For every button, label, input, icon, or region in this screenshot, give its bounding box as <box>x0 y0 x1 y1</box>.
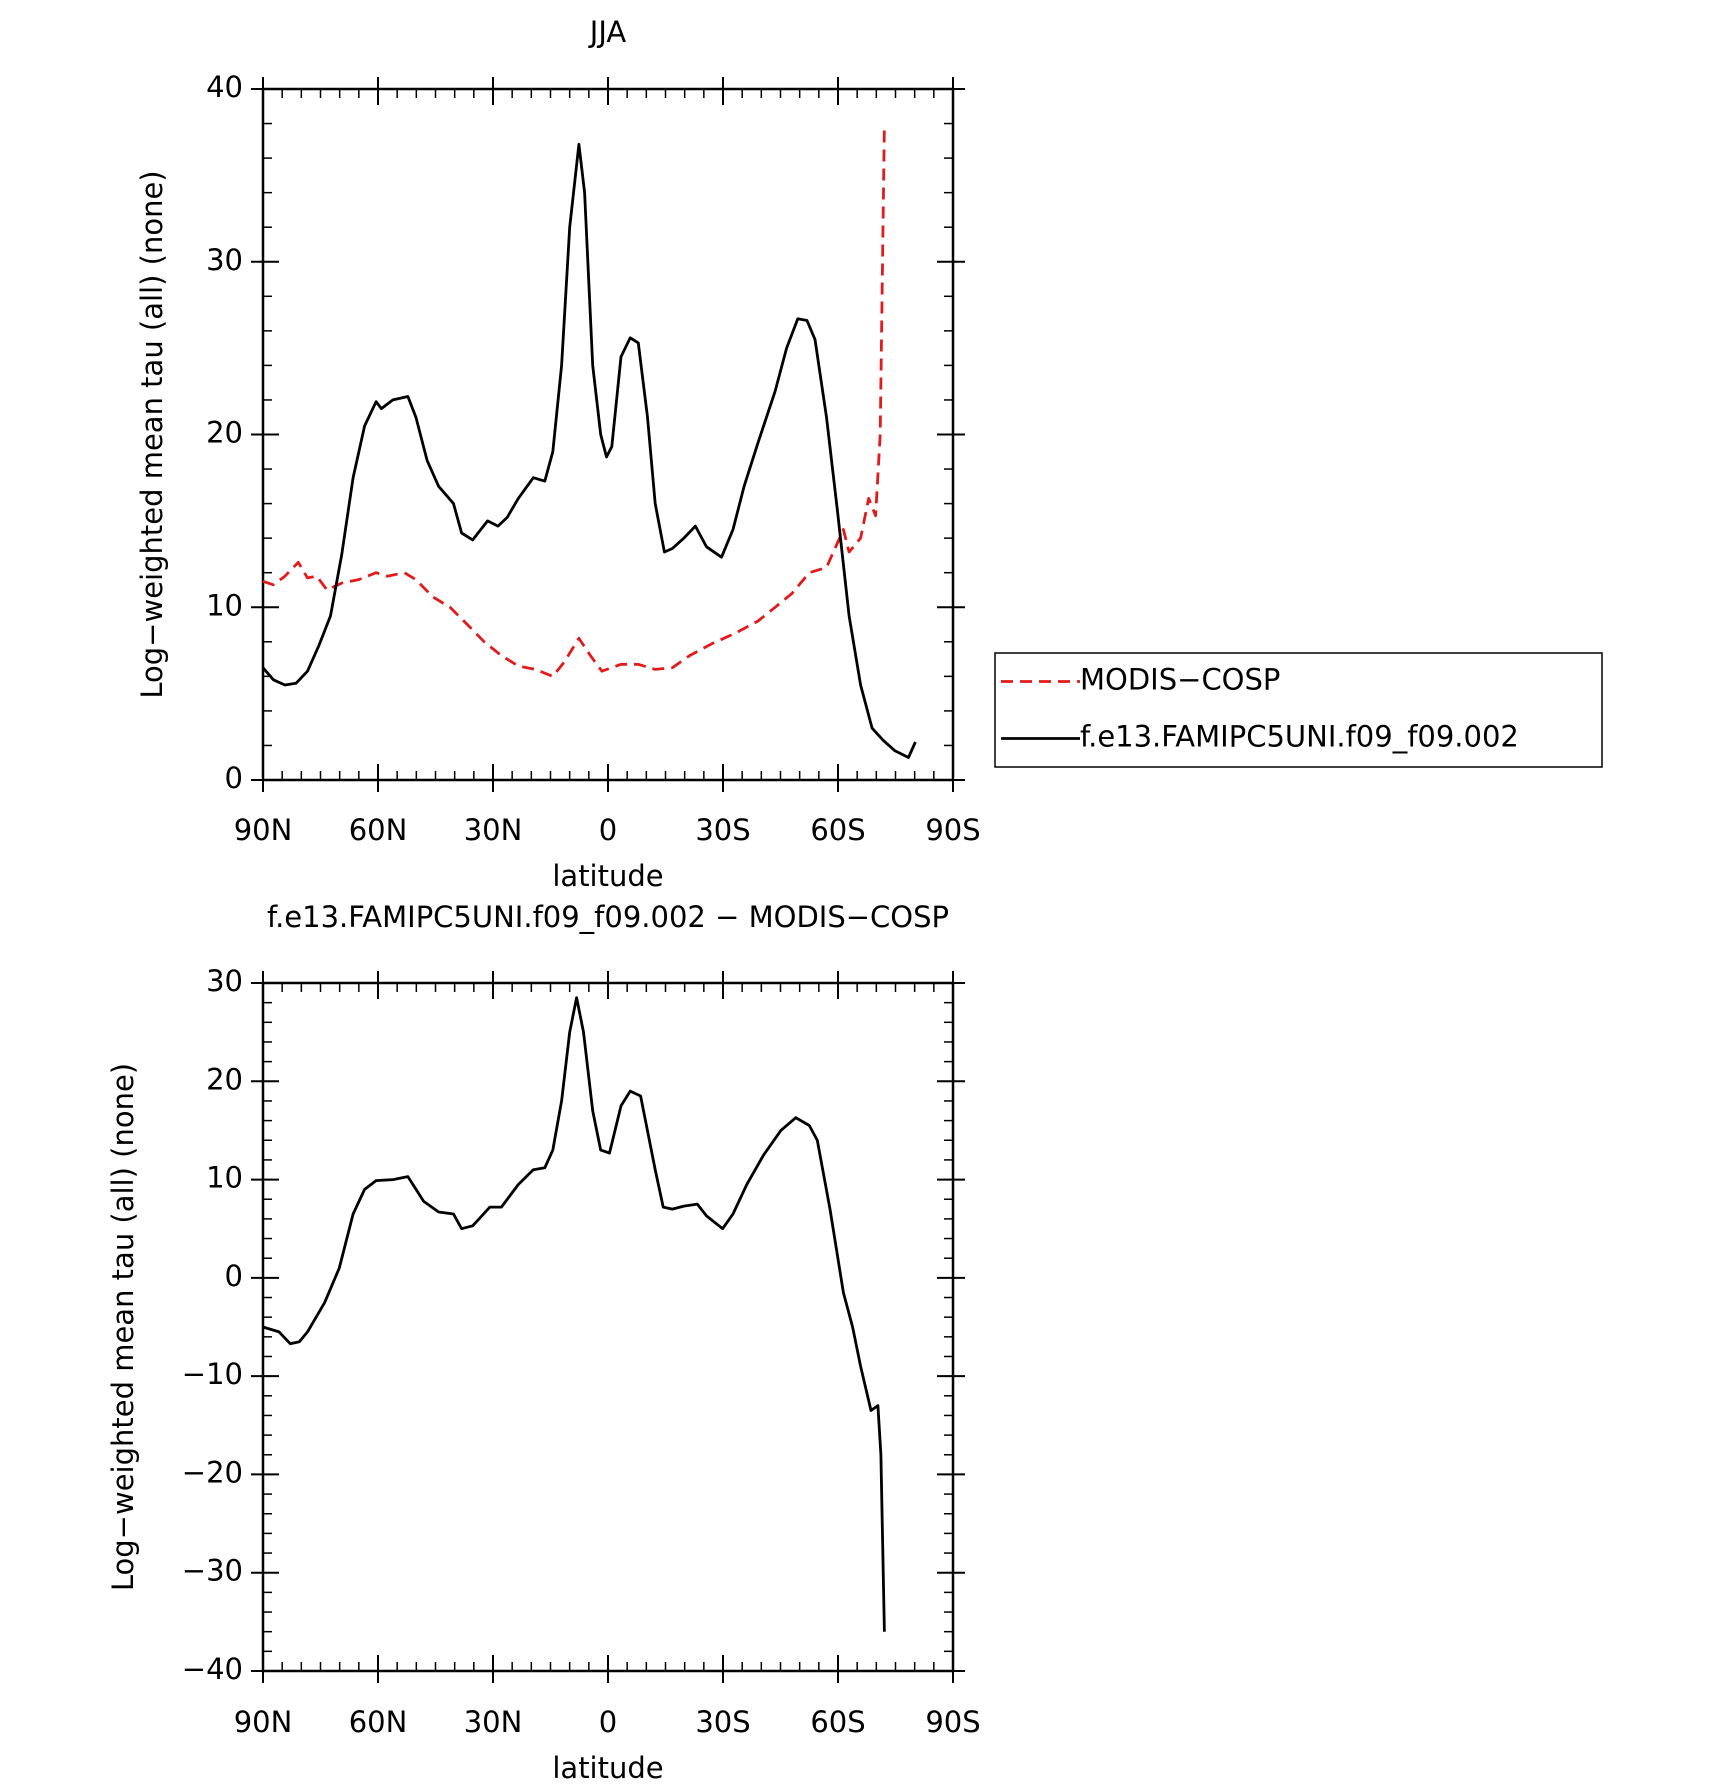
legend-label: f.e13.FAMIPC5UNI.f09_f09.002 <box>1080 720 1519 754</box>
x-tick-label: 0 <box>599 1705 617 1739</box>
y-tick-label: 20 <box>206 1062 243 1096</box>
x-tick-label: 60S <box>810 813 865 847</box>
y-tick-label: 40 <box>206 70 243 104</box>
data-line <box>262 123 886 678</box>
x-tick-label: 30N <box>464 813 523 847</box>
x-axis-label: latitude <box>552 859 663 893</box>
x-tick-label: 90N <box>234 1705 293 1739</box>
legend-box <box>994 652 1603 768</box>
y-tick-label: 0 <box>225 761 243 795</box>
plot-frame <box>261 981 955 1673</box>
chart-title: f.e13.FAMIPC5UNI.f09_f09.002 − MODIS−COS… <box>267 900 949 934</box>
y-axis-label: Log−weighted mean tau (all) (none) <box>106 1063 140 1591</box>
y-tick-label: 30 <box>206 243 243 277</box>
y-tick-label: −10 <box>182 1357 243 1391</box>
data-line <box>261 142 917 759</box>
y-tick-label: −30 <box>182 1554 243 1588</box>
x-tick-label: 30N <box>464 1705 523 1739</box>
y-tick-label: 20 <box>206 416 243 450</box>
x-tick-label: 90S <box>925 1705 980 1739</box>
plot-frame <box>261 87 955 782</box>
y-tick-label: −20 <box>182 1455 243 1489</box>
y-tick-label: 10 <box>206 1161 243 1195</box>
chart-title: JJA <box>588 15 627 49</box>
y-tick-label: 30 <box>206 964 243 998</box>
y-tick-label: 0 <box>225 1259 243 1293</box>
x-tick-label: 60S <box>810 1705 865 1739</box>
y-tick-label: 10 <box>206 588 243 622</box>
x-tick-label: 30S <box>695 813 750 847</box>
y-axis-label: Log−weighted mean tau (all) (none) <box>135 170 169 698</box>
x-tick-label: 60N <box>349 813 408 847</box>
x-axis-label: latitude <box>552 1751 663 1785</box>
data-line <box>262 996 886 1632</box>
x-tick-label: 60N <box>349 1705 408 1739</box>
y-tick-label: −40 <box>182 1652 243 1686</box>
legend-label: MODIS−COSP <box>1080 663 1280 697</box>
x-tick-label: 30S <box>695 1705 750 1739</box>
x-tick-label: 90S <box>925 813 980 847</box>
x-tick-label: 0 <box>599 813 617 847</box>
x-tick-label: 90N <box>234 813 293 847</box>
